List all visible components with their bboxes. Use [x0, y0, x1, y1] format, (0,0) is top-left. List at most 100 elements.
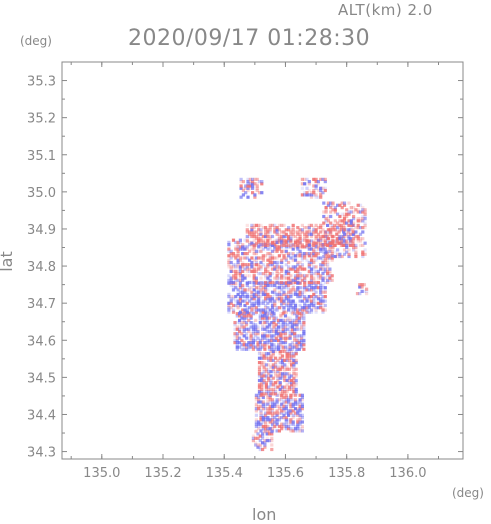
data-cell	[289, 299, 293, 303]
data-cell	[298, 413, 302, 417]
data-cell	[295, 341, 299, 345]
data-cell	[280, 398, 284, 402]
data-cell	[259, 281, 263, 285]
data-cell	[273, 260, 277, 265]
data-cell	[300, 263, 304, 267]
data-cell	[235, 327, 239, 331]
data-cell	[227, 278, 231, 282]
data-cell	[284, 427, 288, 431]
data-cell	[259, 239, 263, 243]
data-cell	[284, 286, 288, 290]
data-cell	[319, 186, 323, 190]
data-cell	[314, 265, 318, 269]
data-cell	[284, 276, 288, 280]
data-cell	[275, 240, 279, 244]
data-cell	[287, 413, 291, 417]
data-cell	[303, 290, 307, 294]
data-cell	[342, 232, 347, 236]
data-cell	[275, 228, 279, 232]
data-cell	[283, 363, 287, 367]
data-cell	[236, 263, 240, 267]
data-cell	[268, 400, 272, 404]
data-cell	[314, 193, 318, 197]
data-cell	[314, 286, 318, 290]
data-cell	[254, 424, 258, 429]
data-cell	[302, 347, 306, 351]
data-cell	[254, 409, 258, 413]
data-cell	[298, 280, 302, 285]
data-cell	[254, 323, 258, 327]
data-cell	[268, 409, 272, 413]
data-cell	[284, 283, 288, 288]
data-cell	[264, 413, 268, 417]
data-cell	[268, 223, 272, 227]
data-cell	[242, 325, 246, 329]
data-cell	[277, 232, 281, 236]
data-cell	[280, 286, 284, 290]
data-cell	[326, 263, 330, 267]
data-cell	[278, 381, 282, 385]
data-cell	[275, 306, 279, 310]
data-cell	[284, 263, 288, 267]
data-cell	[312, 278, 316, 282]
data-cell	[243, 274, 247, 278]
data-cell	[352, 230, 356, 234]
data-cell	[309, 232, 314, 236]
data-cell	[289, 256, 293, 260]
data-cell	[227, 274, 231, 278]
data-cell	[290, 323, 294, 327]
data-cell	[282, 290, 286, 294]
data-cell	[257, 265, 261, 269]
data-cell	[305, 288, 309, 292]
data-cell	[356, 217, 360, 221]
data-cell	[293, 301, 298, 305]
data-cell	[227, 263, 231, 267]
data-cell	[261, 325, 265, 329]
data-cell	[316, 306, 320, 310]
data-cell	[282, 413, 286, 417]
data-cell	[284, 400, 288, 404]
data-cell	[289, 288, 293, 292]
data-cell	[342, 212, 347, 216]
data-cell	[236, 260, 240, 265]
data-cell	[254, 237, 258, 241]
data-cell	[245, 280, 249, 285]
data-cell	[278, 370, 282, 374]
data-cell	[264, 392, 268, 396]
data-cell	[293, 402, 298, 406]
data-cell	[302, 329, 306, 334]
data-cell	[233, 341, 237, 345]
data-cell	[274, 392, 278, 396]
data-cell	[277, 286, 281, 290]
data-cell	[229, 276, 233, 280]
data-cell	[271, 352, 275, 356]
data-cell	[314, 237, 318, 241]
data-cell	[290, 365, 294, 369]
data-cell	[300, 310, 304, 314]
data-cell	[277, 228, 281, 232]
data-cell	[261, 343, 265, 347]
data-cell	[240, 321, 244, 325]
data-cell	[314, 228, 318, 232]
data-cell	[329, 206, 333, 210]
data-cell	[309, 258, 314, 262]
data-cell	[298, 429, 302, 433]
data-cell	[295, 323, 299, 327]
data-cell	[312, 230, 316, 234]
data-cell	[238, 341, 242, 345]
data-cell	[271, 390, 275, 394]
data-cell	[233, 334, 237, 338]
data-cell	[266, 418, 270, 422]
data-cell	[319, 226, 323, 230]
data-cell	[287, 252, 291, 256]
data-cell	[284, 411, 288, 415]
data-cell	[264, 297, 268, 301]
x-unit-label: (deg)	[452, 486, 484, 500]
data-cell	[283, 385, 287, 389]
data-cell	[305, 308, 309, 312]
data-cell	[275, 249, 279, 253]
data-cell	[284, 249, 288, 253]
data-cell	[281, 347, 285, 351]
data-cell	[265, 338, 269, 342]
data-cell	[349, 232, 353, 236]
